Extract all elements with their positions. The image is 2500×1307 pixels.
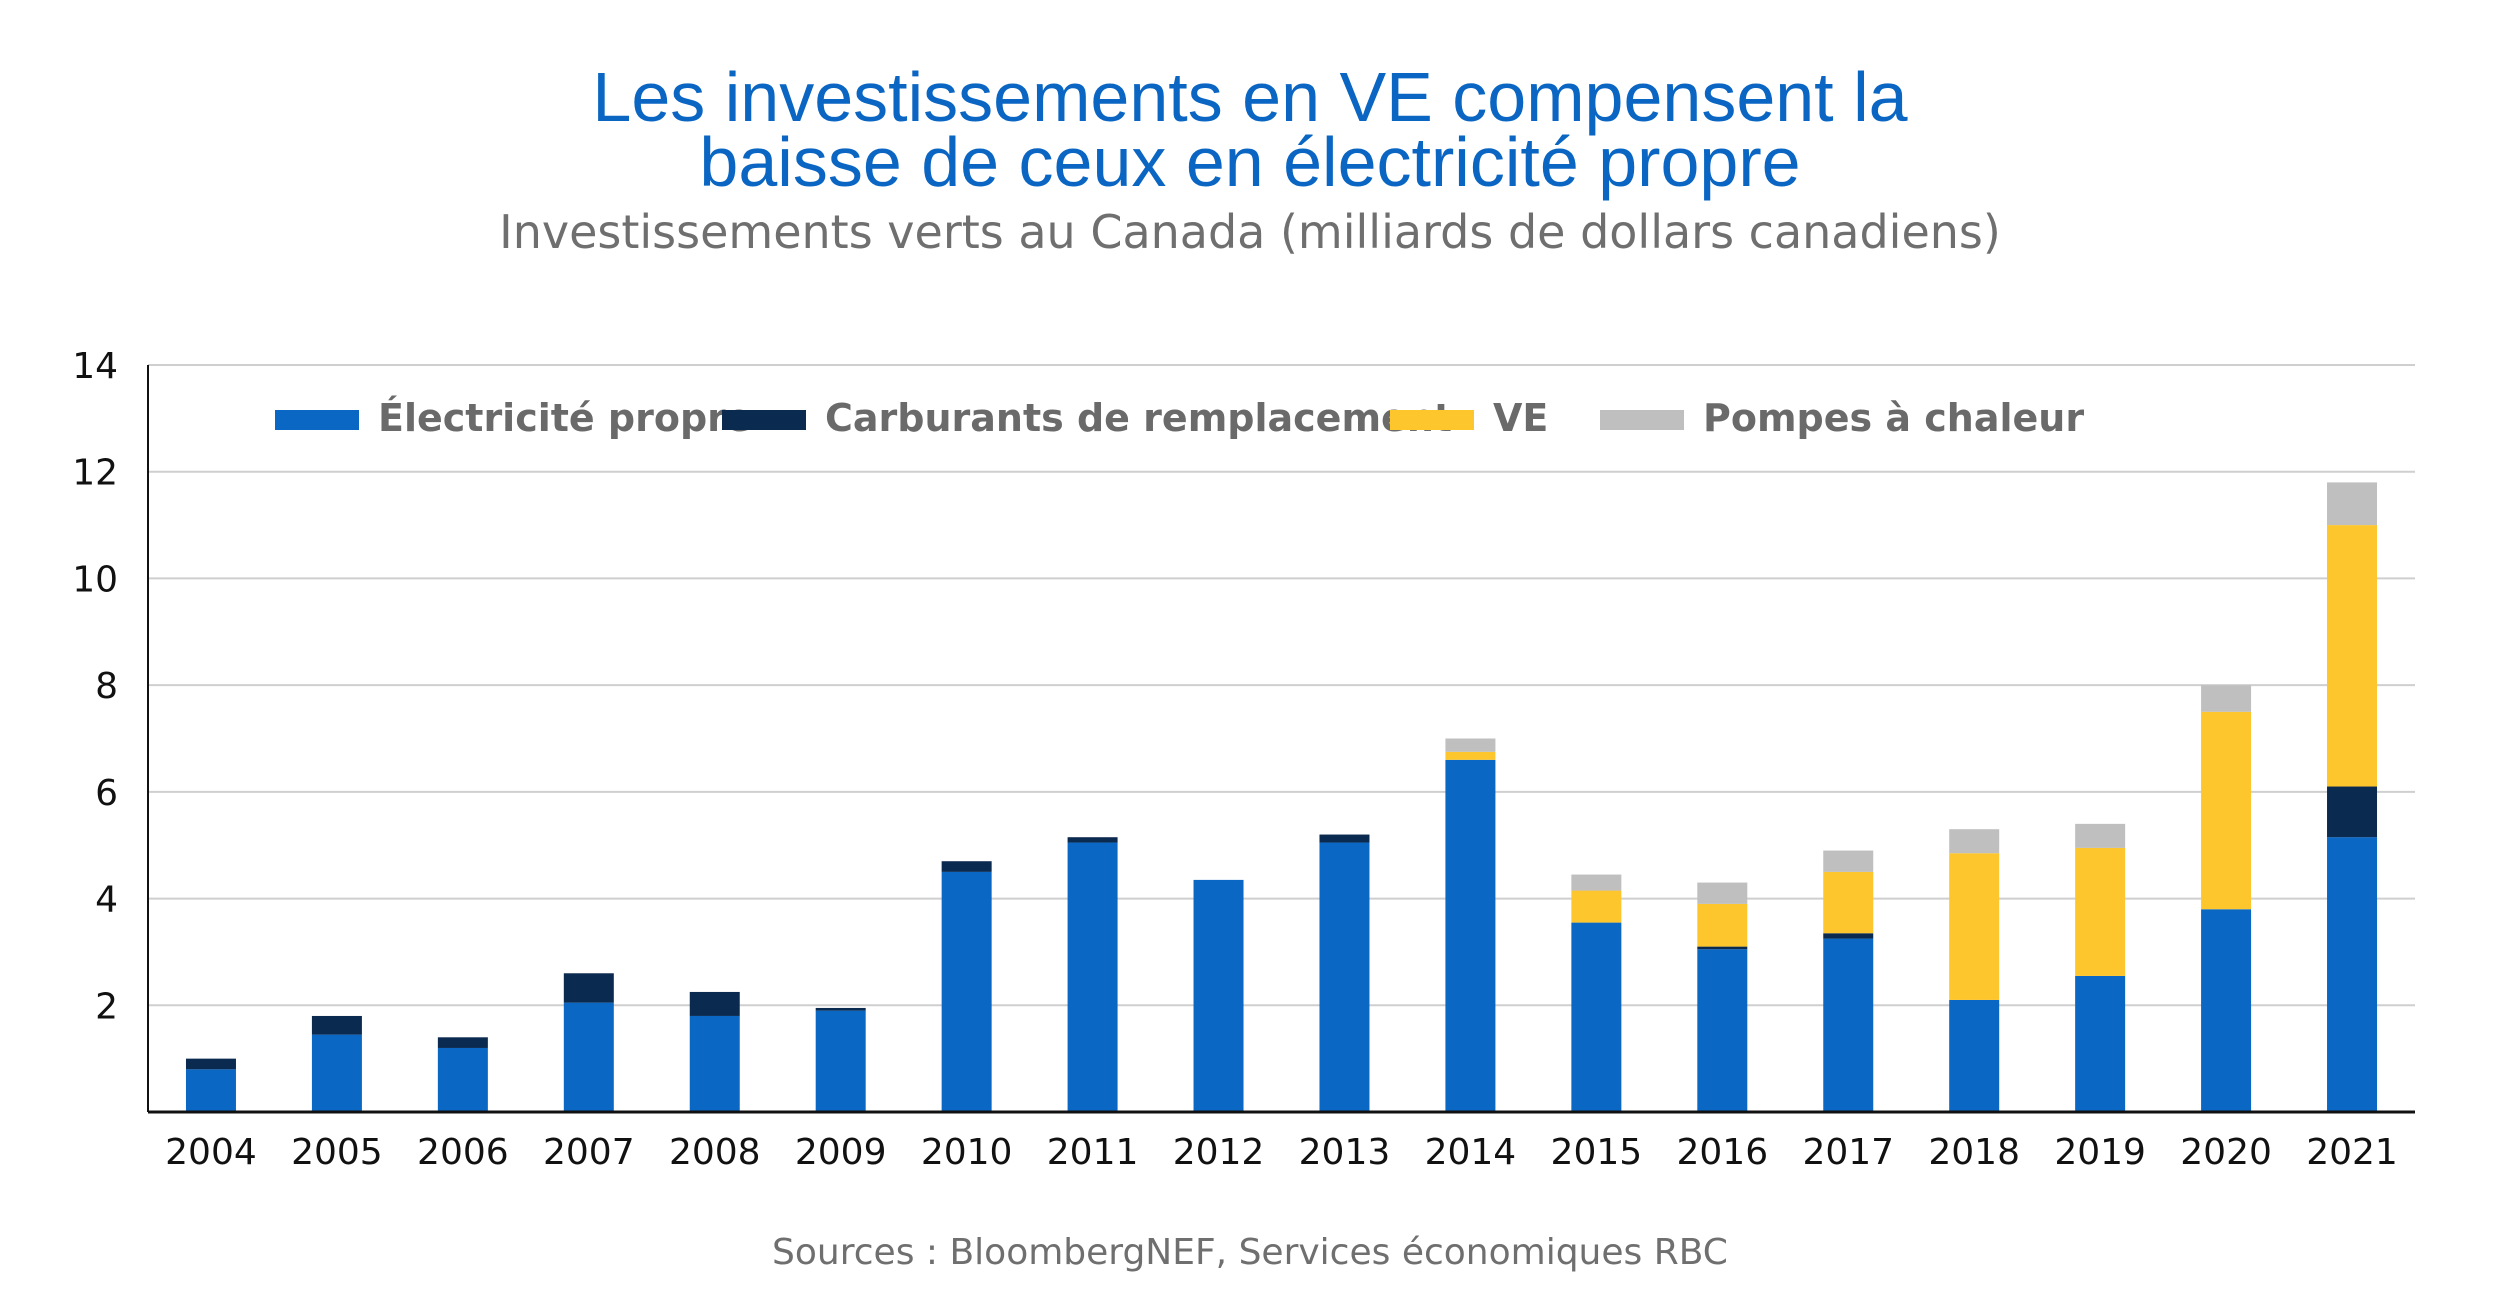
bar-segment-2021-s2 [2327,525,2378,787]
bar-segment-2012-s0 [1193,879,1244,1112]
y-tick-label: 8 [95,666,118,707]
y-tick-label: 10 [72,559,118,600]
chart-title-line-2: baisse de ceux en électricité propre [699,123,1801,201]
bar-segment-2018-s3 [1949,829,2000,854]
x-tick-label: 2010 [921,1132,1013,1173]
x-tick-label: 2011 [1047,1132,1139,1173]
bar-segment-2009-s0 [815,1010,866,1112]
y-tick-label: 4 [95,880,118,921]
x-tick-label: 2012 [1173,1132,1265,1173]
bar-segment-2020-s2 [2201,711,2252,910]
bar-segment-2006-s0 [437,1047,488,1112]
x-tick-label: 2013 [1299,1132,1391,1173]
x-tick-label: 2009 [795,1132,887,1173]
bar-segment-2019-s3 [2075,823,2126,848]
bar-segment-2019-s2 [2075,847,2126,976]
bar-segment-2016-s3 [1697,882,1748,904]
y-tick-label: 6 [95,773,118,814]
chart-subtitle: Investissements verts au Canada (milliar… [499,205,2001,259]
bar-segment-2010-s0 [941,871,992,1112]
bars [185,482,2378,1112]
bar-segment-2013-s0 [1319,842,1370,1112]
bar-segment-2010-s1 [941,861,992,872]
y-tick-label: 12 [72,453,118,494]
axes: 2 4 6 8 10 12 14 2004 2005 2006 2007 2008 2009 2010 20… [72,346,2415,1173]
bar-segment-2006-s1 [437,1037,488,1048]
bar-segment-2013-s1 [1319,834,1370,843]
bar-segment-2015-s3 [1571,874,1622,891]
x-tick-label: 2020 [2180,1132,2272,1173]
x-tick-label: 2006 [417,1132,509,1173]
bar-segment-2014-s0 [1445,759,1496,1112]
legend-label-1: Carburants de remplacement [825,396,1452,440]
bar-segment-2021-s1 [2327,786,2378,838]
bar-segment-2007-s1 [563,973,614,1003]
legend-swatch-3 [1600,410,1684,430]
x-tick-label: 2015 [1551,1132,1643,1173]
legend-label-3: Pompes à chaleur [1703,396,2084,440]
gridlines [148,364,2415,1007]
legend-swatch-0 [275,410,359,430]
x-tick-label: 2007 [543,1132,635,1173]
x-tick-label: 2018 [1928,1132,2020,1173]
x-tick-label: 2008 [669,1132,761,1173]
bar-segment-2015-s0 [1571,922,1622,1112]
bar-segment-2017-s1 [1823,933,1874,939]
bar-segment-2004-s1 [185,1058,236,1070]
chart-title-line-1: Les investissements en VE compensent la [592,58,1908,136]
bar-segment-2021-s0 [2327,837,2378,1112]
bar-segment-2016-s2 [1697,903,1748,947]
bar-segment-2018-s2 [1949,853,2000,1000]
bar-segment-2014-s3 [1445,738,1496,752]
legend-swatch-2 [1390,410,1474,430]
source-note: Sources : BloombergNEF, Services économi… [772,1232,1728,1273]
bar-segment-2014-s2 [1445,751,1496,760]
x-tick-label: 2019 [2054,1132,2146,1173]
legend-label-2: VE [1493,396,1548,440]
x-tick-label: 2021 [2306,1132,2398,1173]
bar-segment-2015-s2 [1571,890,1622,923]
y-tick-label: 14 [72,346,118,387]
bar-segment-2004-s0 [185,1069,236,1112]
bar-segment-2008-s0 [689,1015,740,1112]
bar-segment-2007-s0 [563,1002,614,1112]
bar-segment-2020-s3 [2201,685,2252,712]
bar-segment-2016-s0 [1697,949,1748,1112]
bar-segment-2011-s1 [1067,837,1118,843]
x-tick-label: 2017 [1802,1132,1894,1173]
x-tick-label: 2005 [291,1132,383,1173]
x-tick-label: 2016 [1676,1132,1768,1173]
bar-segment-2016-s1 [1697,946,1748,950]
legend-label-0: Électricité propre [378,396,752,440]
bar-segment-2020-s0 [2201,909,2252,1112]
bar-segment-2019-s0 [2075,975,2126,1112]
bar-segment-2008-s1 [689,991,740,1016]
bar-segment-2009-s1 [815,1007,866,1011]
bar-segment-2005-s0 [311,1034,362,1112]
bar-segment-2017-s0 [1823,938,1874,1112]
bar-segment-2021-s3 [2327,482,2378,526]
bar-segment-2011-s0 [1067,842,1118,1112]
bar-segment-2018-s0 [1949,999,2000,1112]
bar-segment-2005-s1 [311,1015,362,1035]
legend: Électricité propre Carburants de remplace… [275,396,2084,440]
bar-segment-2017-s3 [1823,850,1874,872]
legend-swatch-1 [722,410,806,430]
y-tick-label: 2 [95,986,118,1027]
x-tick-label: 2014 [1425,1132,1517,1173]
bar-segment-2017-s2 [1823,871,1874,934]
x-tick-label: 2004 [165,1132,257,1173]
